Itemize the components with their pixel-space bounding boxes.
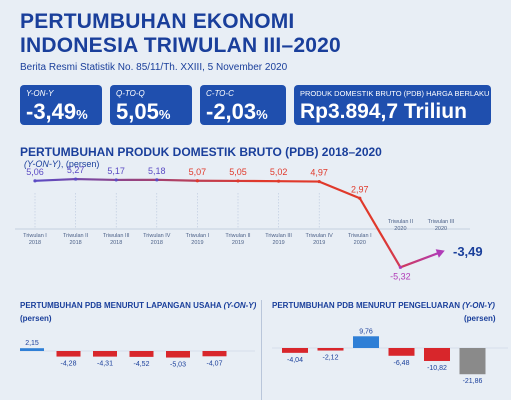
bar-label: -5,03 [170, 362, 186, 369]
gdp-chart-subtitle: (Y-ON-Y), (persen) [24, 159, 100, 169]
data-label: 5,06 [26, 167, 44, 177]
x-tick-label: Triwulan III [265, 233, 292, 239]
kpi-yoy-value: -3,49% [26, 99, 88, 124]
arrow-head [435, 249, 445, 258]
x-tick-year: 2019 [313, 240, 325, 246]
bar [388, 348, 415, 356]
bar [129, 351, 154, 357]
bar [166, 351, 190, 358]
expenditure-chart-unit: (persen) [464, 314, 496, 323]
sector-chart-title: PERTUMBUHAN PDB MENURUT LAPANGAN USAHA (… [20, 301, 257, 310]
data-point [236, 179, 240, 183]
data-point [317, 179, 321, 184]
x-tick-label: Triwulan I [348, 233, 372, 239]
data-label: 2,97 [351, 184, 369, 194]
x-tick-label: Triwulan II [225, 233, 251, 239]
data-point [33, 179, 37, 183]
bar [424, 348, 450, 361]
x-tick-label: Triwulan I [23, 233, 47, 239]
data-label: 5,05 [229, 167, 247, 177]
expenditure-bar-chart: -4,04 -2,12 9,76 -6,48 -10,82 -21,86 [272, 328, 508, 385]
bar [56, 351, 81, 357]
kpi-qtq: Q-TO-Q 5,05% [110, 85, 192, 125]
x-tick-year: 2019 [232, 240, 244, 246]
data-label: 5,18 [148, 166, 166, 176]
data-label: 5,27 [67, 165, 85, 175]
title-line-2: INDONESIA TRIWULAN III–2020 [20, 34, 341, 57]
title-line-1: PERTUMBUHAN EKONOMI [20, 10, 295, 33]
bar [282, 348, 308, 353]
bar [202, 351, 227, 357]
kpi-ctc: C-TO-C -2,03% [200, 85, 286, 125]
kpi-pdb: PRODUK DOMESTIK BRUTO (PDB) HARGA BERLAK… [294, 85, 491, 125]
data-label: 4,97 [310, 168, 328, 178]
data-point [398, 265, 402, 269]
kpi-ctc-label: C-TO-C [206, 89, 234, 98]
x-tick-label: Triwulan IV [306, 233, 334, 239]
data-label: 5,02 [270, 167, 288, 177]
bar [317, 348, 344, 351]
data-point [114, 178, 118, 182]
bar [20, 348, 44, 351]
bar-label: -2,12 [323, 355, 339, 362]
x-tick-year: 2020 [394, 226, 406, 232]
kpi-ctc-value: -2,03% [206, 99, 268, 124]
x-tick-year: 2019 [272, 240, 284, 246]
x-tick-year: 2020 [354, 240, 366, 246]
bar-label: -21,86 [463, 378, 483, 385]
gdp-chart-title: PERTUMBUHAN PRODUK DOMESTIK BRUTO (PDB) … [20, 145, 382, 159]
x-tick-year: 2020 [435, 226, 447, 232]
data-label: 5,17 [107, 166, 125, 176]
x-tick-year: 2018 [69, 240, 81, 246]
data-label: -5,32 [390, 271, 411, 281]
bar-label: 2,15 [25, 340, 39, 347]
page-title: PERTUMBUHAN EKONOMI INDONESIA TRIWULAN I… [20, 10, 341, 58]
page-subtitle: Berita Resmi Statistik No. 85/11/Th. XXI… [20, 62, 288, 73]
data-label: -3,49 [453, 244, 483, 259]
x-tick-label: Triwulan II [388, 219, 414, 225]
kpi-qtq-value: 5,05% [116, 99, 171, 124]
bar [459, 348, 486, 375]
x-tick-year: 2018 [110, 240, 122, 246]
kpi-qtq-label: Q-TO-Q [116, 89, 145, 98]
x-tick-label: Triwulan III [428, 219, 455, 225]
sector-bar-chart: 2,15 -4,28 -4,31 -4,52 -5,03 -4,07 [20, 340, 255, 369]
bar-label: 9,76 [359, 328, 373, 335]
bar-label: -10,82 [427, 365, 447, 372]
data-point [195, 179, 199, 183]
data-point [74, 177, 78, 181]
x-tick-label: Triwulan III [103, 233, 130, 239]
data-label: 5,07 [189, 167, 207, 177]
data-point [358, 196, 362, 200]
x-tick-label: Triwulan II [63, 233, 89, 239]
bar-label: -4,28 [61, 361, 77, 368]
bar-label: -4,52 [134, 361, 150, 368]
bar [353, 336, 379, 348]
panel-divider [261, 300, 262, 400]
x-tick-year: 2018 [151, 240, 163, 246]
bar-label: -6,48 [394, 360, 410, 367]
bar-label: -4,31 [97, 361, 113, 368]
bar-label: -4,04 [287, 357, 303, 364]
x-tick-year: 2019 [191, 240, 203, 246]
kpi-pdb-label: PRODUK DOMESTIK BRUTO (PDB) HARGA BERLAK… [300, 89, 490, 98]
x-tick-year: 2018 [29, 240, 41, 246]
kpi-yoy: Y-ON-Y -3,49% [20, 85, 102, 125]
kpi-yoy-label: Y-ON-Y [26, 89, 54, 98]
data-point [277, 179, 281, 183]
bar [93, 351, 117, 357]
kpi-pdb-value: Rp3.894,7 Triliun [300, 100, 467, 123]
sector-chart-unit: (persen) [20, 314, 52, 323]
x-tick-label: Triwulan IV [143, 233, 171, 239]
bar-label: -4,07 [207, 360, 223, 367]
data-point [155, 178, 159, 182]
x-tick-label: Triwulan I [186, 233, 210, 239]
expenditure-chart-title: PERTUMBUHAN PDB MENURUT PENGELUARAN (Y-O… [272, 301, 495, 310]
